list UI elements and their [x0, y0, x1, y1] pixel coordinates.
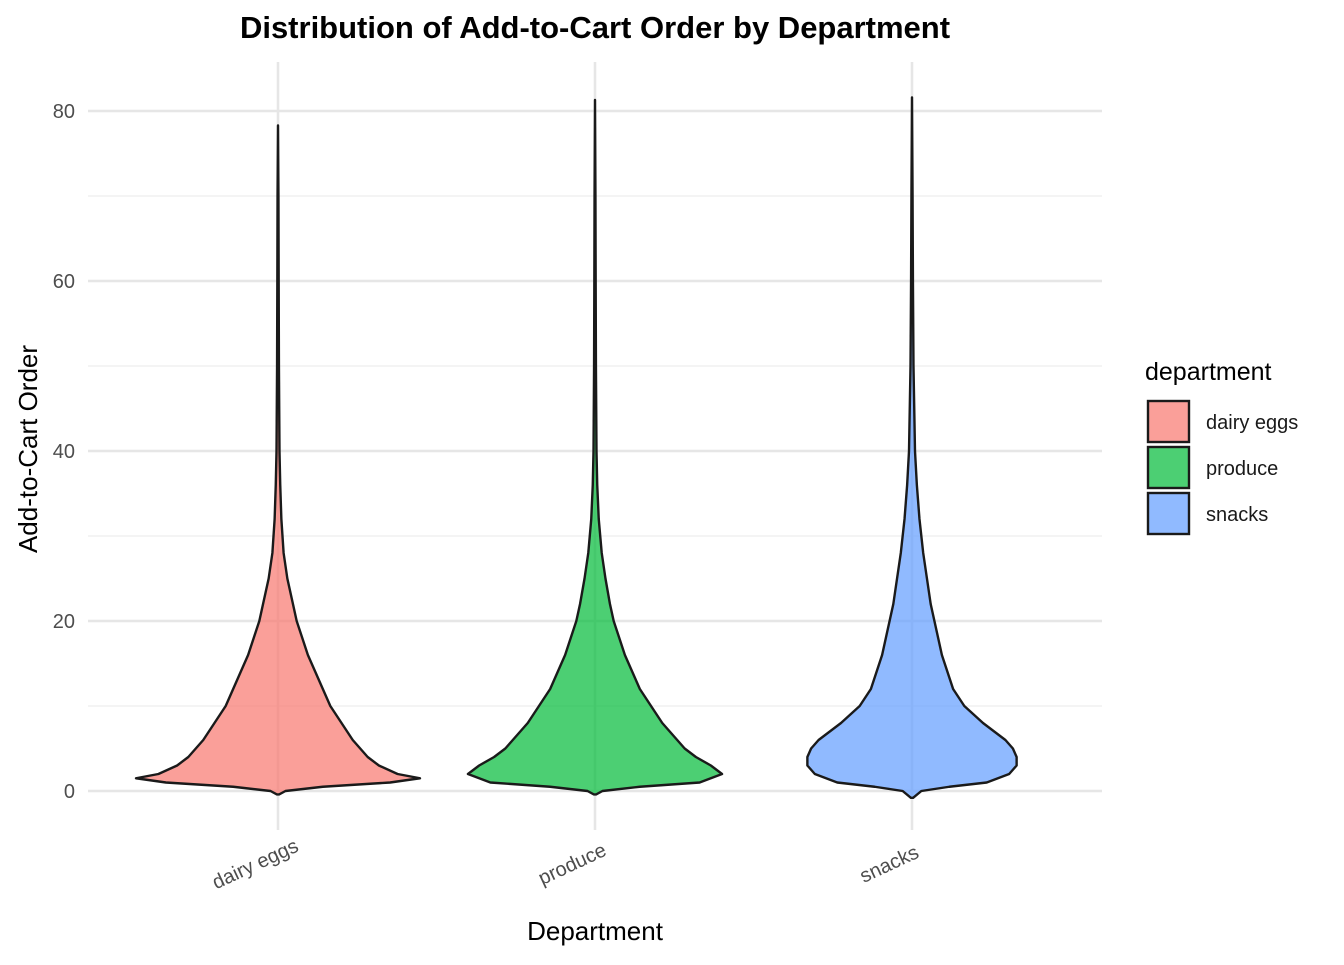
legend-label: produce [1206, 458, 1278, 480]
legend-swatch-snacks [1146, 491, 1191, 536]
violin-dairy-eggs [134, 124, 422, 796]
chart-title: Distribution of Add-to-Cart Order by Dep… [240, 10, 950, 45]
legend-swatch-produce [1146, 445, 1191, 490]
x-tick-label: produce [535, 839, 610, 889]
violin-produce [466, 98, 724, 796]
y-tick-label: 0 [64, 781, 75, 803]
violins [134, 96, 1018, 799]
legend-swatch-dairy-eggs [1146, 399, 1191, 444]
legend-label: dairy eggs [1206, 412, 1298, 434]
legend: department dairy eggs produce snacks [1145, 358, 1298, 536]
legend-label: snacks [1206, 504, 1268, 526]
x-axis-title: Department [527, 916, 664, 946]
y-axis-title: Add-to-Cart Order [13, 345, 43, 553]
y-tick-label: 40 [53, 441, 75, 463]
x-tick-label: dairy eggs [209, 835, 302, 894]
y-tick-label: 20 [53, 611, 75, 633]
violin-snacks [806, 96, 1018, 799]
y-tick-label: 80 [53, 101, 75, 123]
x-tick-label: snacks [857, 841, 923, 887]
y-tick-label: 60 [53, 271, 75, 293]
legend-title: department [1145, 358, 1272, 386]
